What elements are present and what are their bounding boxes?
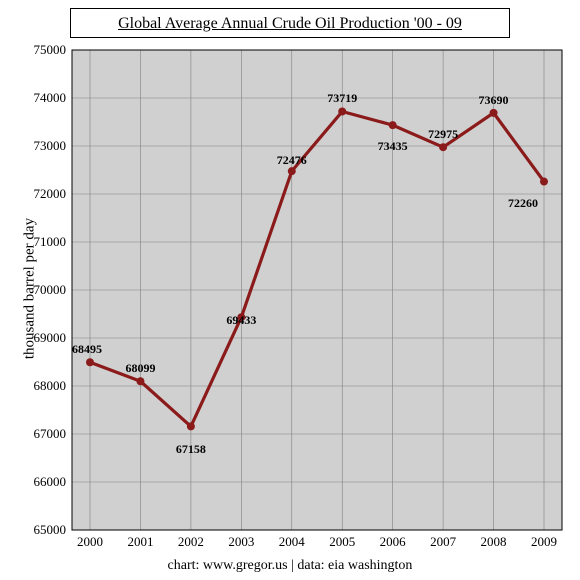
chart-caption: chart: www.gregor.us | data: eia washing… xyxy=(0,558,580,574)
y-tick-label: 65000 xyxy=(0,522,66,538)
data-label: 72260 xyxy=(508,196,538,211)
data-label: 73435 xyxy=(378,139,408,154)
data-label: 73690 xyxy=(479,93,509,108)
x-tick-label: 2008 xyxy=(481,534,507,550)
y-tick-label: 75000 xyxy=(0,42,66,58)
data-label: 72975 xyxy=(428,127,458,142)
line-chart xyxy=(0,0,580,580)
data-label: 67158 xyxy=(176,442,206,457)
x-tick-label: 2007 xyxy=(430,534,456,550)
data-label: 73719 xyxy=(327,91,357,106)
x-tick-label: 2001 xyxy=(127,534,153,550)
data-label: 72476 xyxy=(277,153,307,168)
y-tick-label: 73000 xyxy=(0,138,66,154)
y-tick-label: 67000 xyxy=(0,426,66,442)
y-tick-label: 74000 xyxy=(0,90,66,106)
x-tick-label: 2003 xyxy=(228,534,254,550)
y-axis-label: thousand barrel per day xyxy=(22,189,39,389)
x-tick-label: 2000 xyxy=(77,534,103,550)
data-label: 68495 xyxy=(72,342,102,357)
x-tick-label: 2009 xyxy=(531,534,557,550)
x-tick-label: 2005 xyxy=(329,534,355,550)
y-tick-label: 66000 xyxy=(0,474,66,490)
x-tick-label: 2004 xyxy=(279,534,305,550)
data-label: 69433 xyxy=(226,313,256,328)
x-tick-label: 2006 xyxy=(380,534,406,550)
data-label: 68099 xyxy=(125,361,155,376)
x-tick-label: 2002 xyxy=(178,534,204,550)
